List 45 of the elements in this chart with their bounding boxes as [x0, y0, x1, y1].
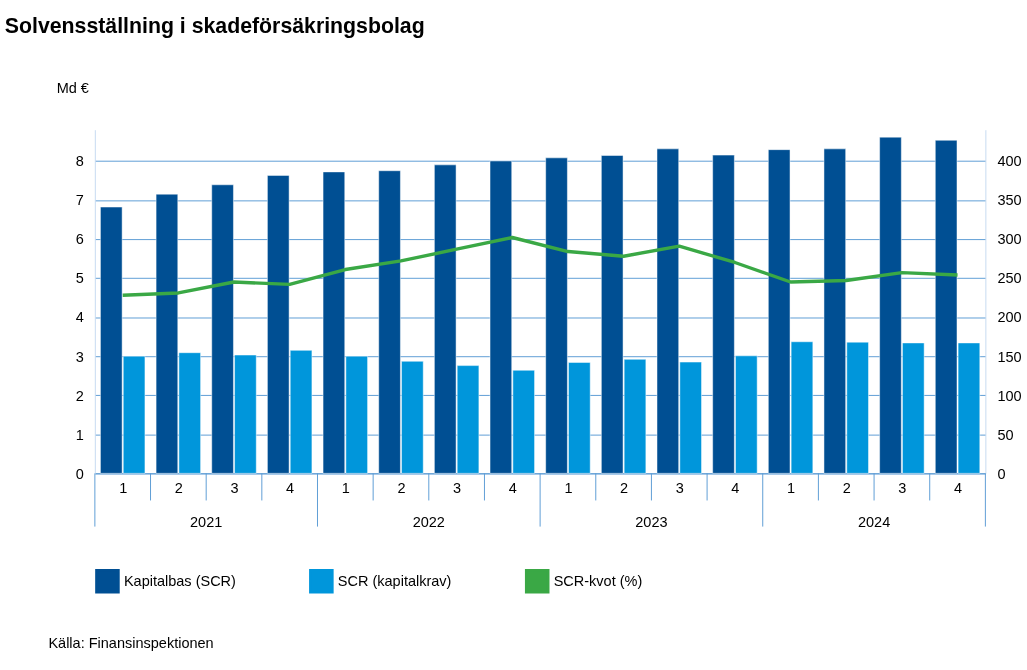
legend-label: Kapitalbas (SCR) [123, 573, 236, 590]
y-tick-label: 6 [75, 231, 84, 248]
y2-tick-label: 150 [997, 348, 1022, 365]
x-tick-label: 2 [174, 480, 183, 497]
text: 2022 [412, 513, 445, 530]
text: 2021 [190, 513, 223, 530]
y-tick-label: 1 [75, 426, 84, 443]
chart-title: Solvensställning i skadeförsäkringsbolag [4, 13, 425, 38]
x-tick-label: 2 [842, 480, 851, 497]
y-tick-label: 0 [75, 465, 84, 482]
y2-tick-label: 100 [997, 387, 1022, 404]
legend-label: SCR-kvot (%) [553, 573, 643, 590]
x-tick-label: 3 [675, 480, 684, 497]
line-series [120, 235, 960, 297]
x-tick-label: 3 [453, 480, 462, 497]
x-tick-label: 2 [620, 480, 629, 497]
x-tick-label: 4 [508, 480, 517, 497]
text: 2023 [635, 513, 668, 530]
y-tick-label: 4 [75, 309, 84, 326]
x-tick-label: 1 [564, 480, 573, 497]
x-tick-label: 3 [230, 480, 239, 497]
y2-tick-label: 200 [997, 309, 1022, 326]
y2-tick-label: 300 [997, 231, 1022, 248]
x-tick-label: 4 [286, 480, 295, 497]
y2-tick-label: 50 [997, 426, 1014, 443]
y-tick-label: 2 [75, 387, 84, 404]
y-tick-label: 8 [75, 153, 84, 170]
y-tick-label: 7 [75, 192, 84, 209]
text: Källa: Finansinspektionen [48, 634, 214, 651]
x-tick-label: 1 [341, 480, 350, 497]
text: 2024 [857, 513, 891, 530]
y2-tick-label: 400 [997, 153, 1022, 170]
y2-tick-label: 350 [997, 192, 1022, 209]
x-tick-label: 1 [119, 480, 128, 497]
y-axis-title: Md € [56, 80, 89, 97]
x-tick-label: 3 [898, 480, 907, 497]
legend-label: SCR (kapitalkrav) [337, 573, 452, 590]
x-tick-label: 1 [787, 480, 796, 497]
y-tick-label: 5 [75, 270, 84, 287]
x-tick-label: 2 [397, 480, 406, 497]
y2-tick-label: 250 [997, 270, 1022, 287]
x-tick-label: 4 [953, 480, 963, 497]
y2-tick-label: 0 [997, 465, 1006, 482]
x-tick-label: 4 [731, 480, 740, 497]
y-tick-label: 3 [75, 348, 84, 365]
